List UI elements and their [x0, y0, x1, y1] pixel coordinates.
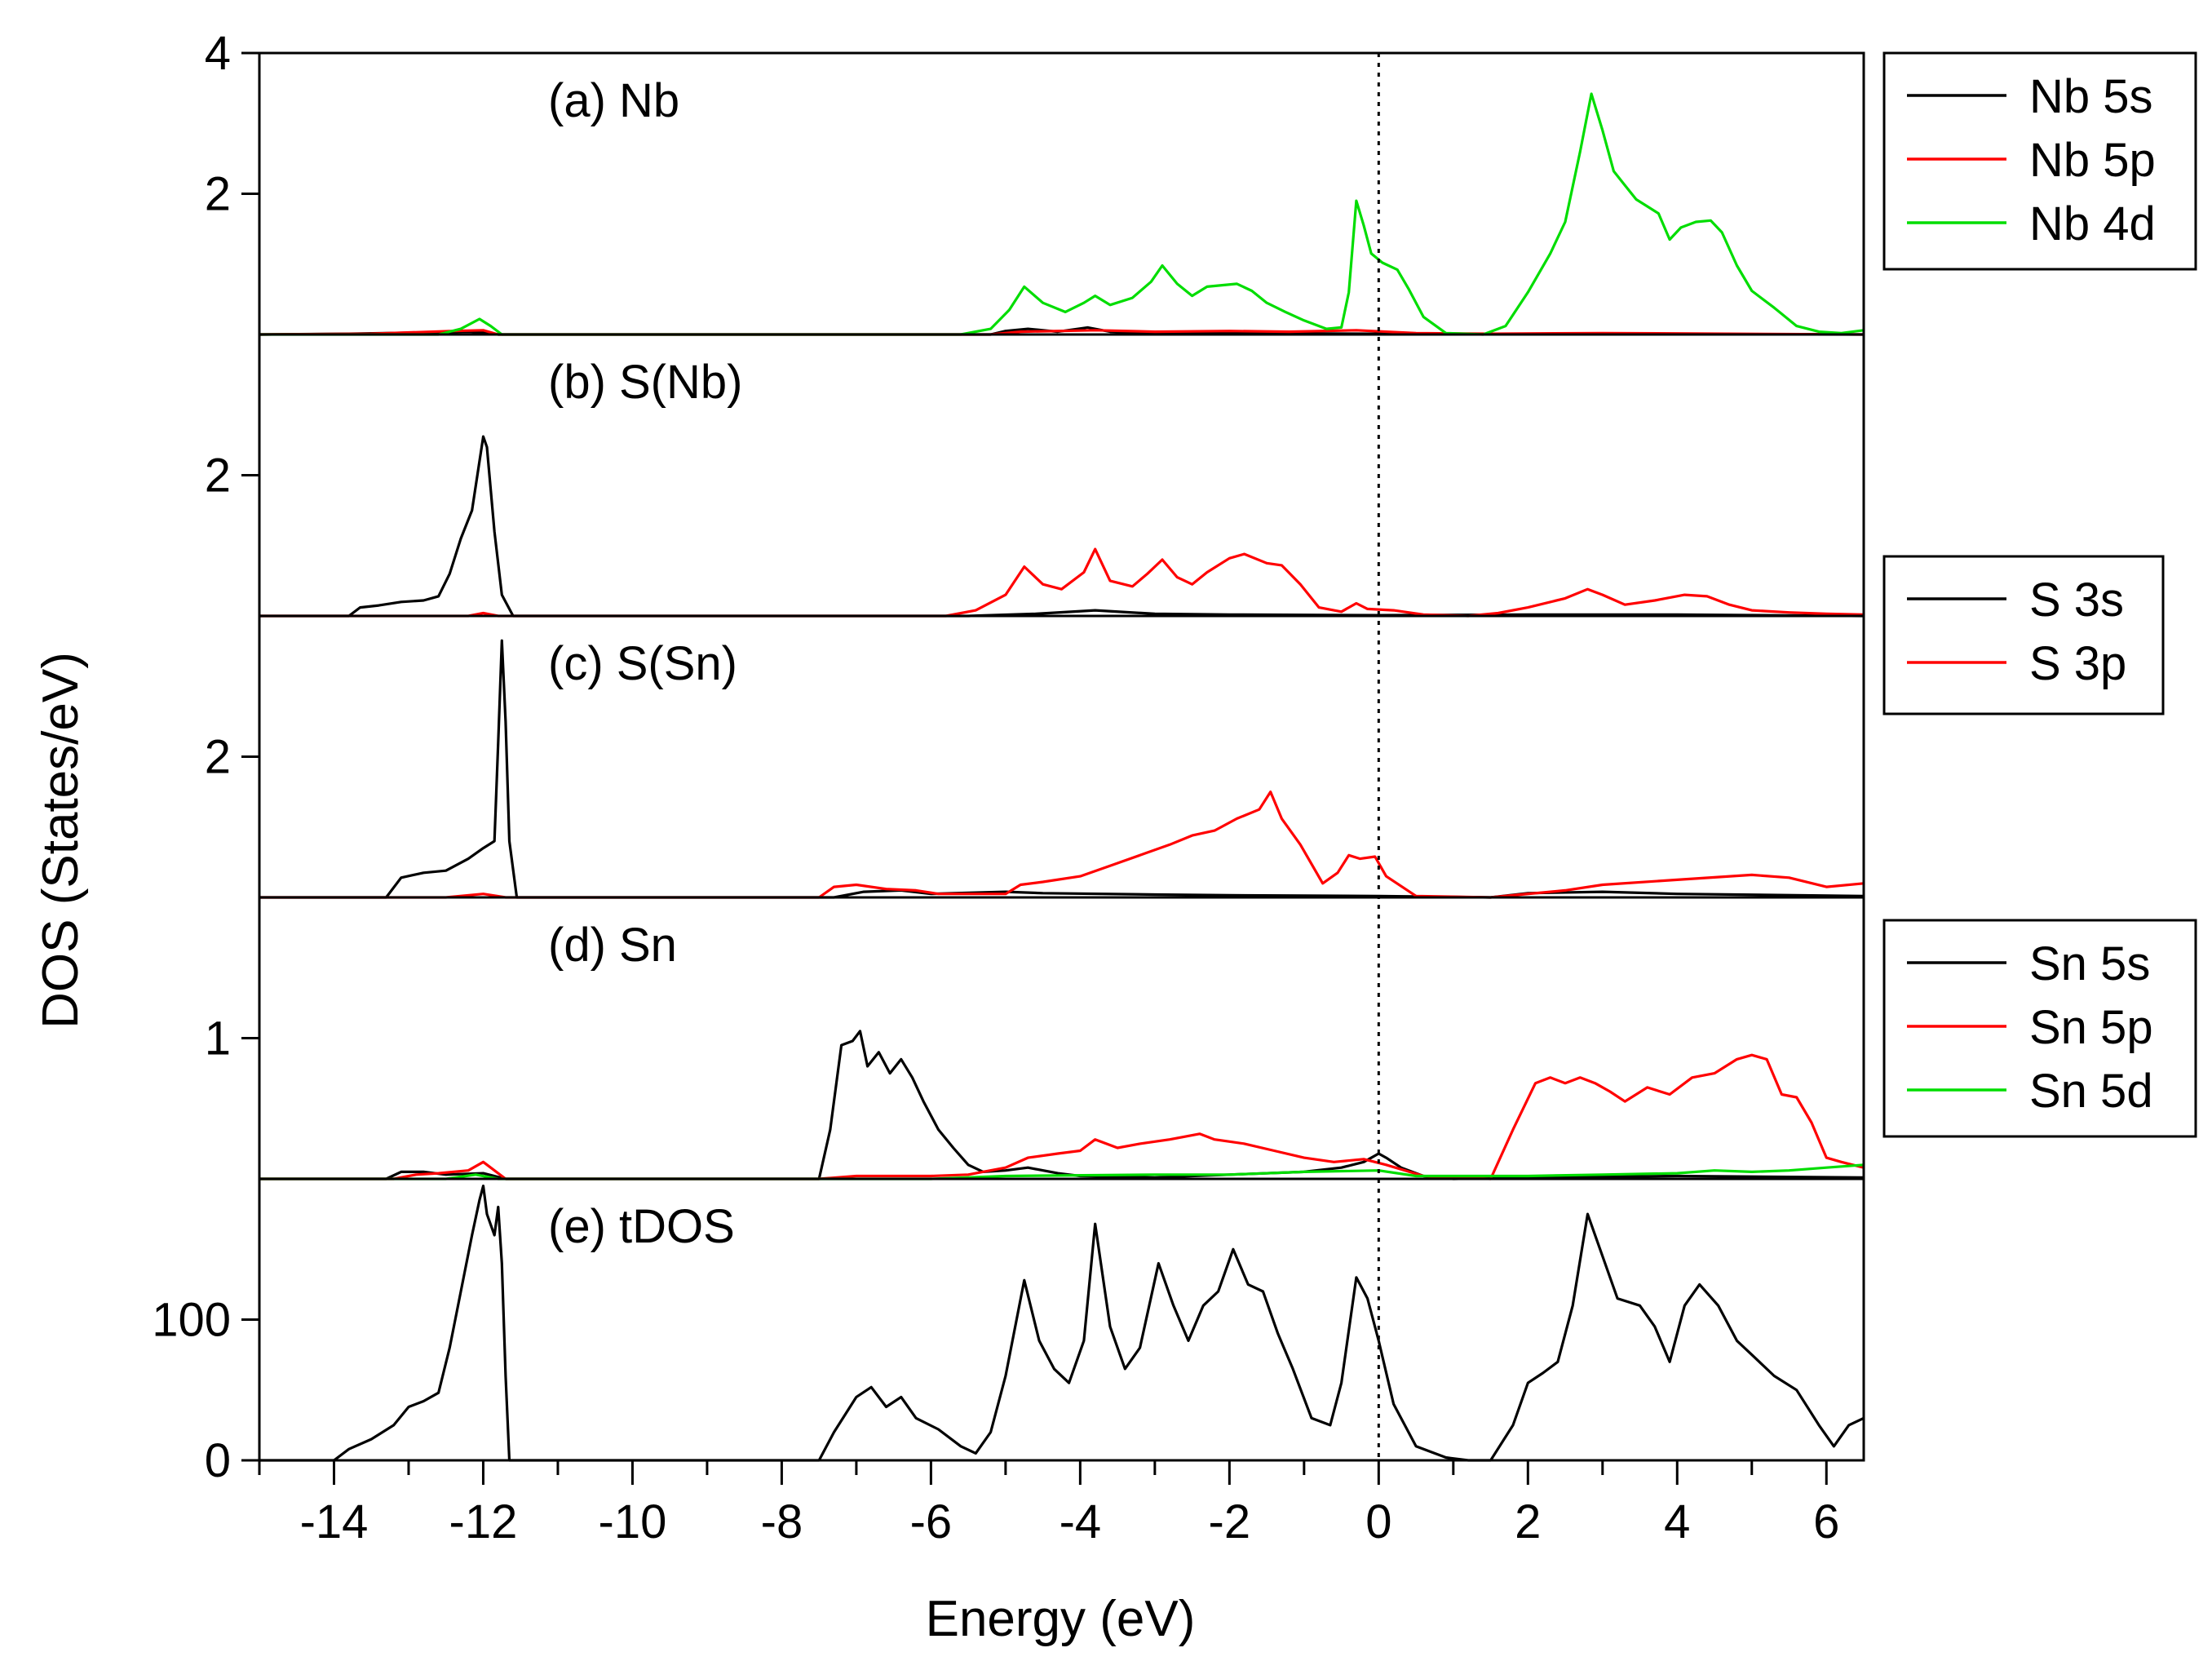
x-tick-label-m2: -2 [1209, 1495, 1251, 1548]
panel-label-d-sn: (d) Sn [548, 919, 677, 972]
y-tick-label-b-s-nb-2: 2 [205, 450, 231, 503]
x-tick-label-6: 6 [1813, 1495, 1839, 1548]
series-a-nb-nb-4d [259, 92, 1865, 336]
y-tick-label-a-nb-2: 2 [205, 168, 231, 221]
axes: 2 4 (a) Nb 2 (b) S(Nb) 2 (c) S(Sn) 1 (d) Sn 0 100 (… [152, 27, 1865, 1548]
plot-area [259, 92, 1865, 1462]
legend-label-sn-5p: Sn 5p [2029, 1001, 2153, 1054]
series-e-tdos-tdos [259, 1185, 1865, 1462]
legend-label-s-3p: S 3p [2029, 637, 2126, 690]
x-tick-label-m8: -8 [761, 1495, 803, 1548]
y-tick-label-a-nb-4: 4 [205, 27, 231, 80]
panel-frame-d-sn [258, 896, 1865, 1181]
x-tick-label-m14: -14 [300, 1495, 369, 1548]
legend-label-nb-4d: Nb 4d [2029, 197, 2156, 250]
y-tick-label-e-tdos-0: 0 [205, 1434, 231, 1487]
x-tick-label-m6: -6 [910, 1495, 953, 1548]
panel-label-b-s-nb: (b) S(Nb) [548, 356, 742, 409]
x-tick-label-m12: -12 [449, 1495, 518, 1548]
legend-box-d-sn [1882, 919, 2197, 1138]
series-c-s-sn-s-3s [259, 639, 1865, 899]
panel-label-e-tdos: (e) tDOS [548, 1200, 735, 1253]
legend-box-b-s-nb [1882, 555, 2165, 715]
series-b-s-nb-s-3s [259, 435, 1865, 618]
x-tick-label-m10: -10 [599, 1495, 667, 1548]
panel-label-a-nb: (a) Nb [548, 74, 679, 127]
x-tick-label-m4: -4 [1060, 1495, 1102, 1548]
series-b-s-nb-s-3p [259, 547, 1865, 618]
x-axis-title: Energy (eV) [926, 1591, 1196, 1647]
legend-box-a-nb [1882, 51, 2197, 271]
series-c-s-sn-s-3p [259, 791, 1865, 899]
legend-label-sn-5d: Sn 5d [2029, 1065, 2153, 1118]
legend-label-s-3s: S 3s [2029, 574, 2124, 627]
y-tick-label-d-sn-1: 1 [205, 1012, 231, 1065]
series-d-sn-sn-5s [259, 1030, 1865, 1181]
panel-label-c-s-sn: (c) S(Sn) [548, 637, 737, 690]
x-tick-label-4: 4 [1664, 1495, 1690, 1548]
y-tick-label-c-s-sn-2: 2 [205, 731, 231, 784]
panel-frame-a-nb [258, 51, 1865, 336]
legend-label-nb-5p: Nb 5p [2029, 134, 2156, 187]
legends: Nb 5s Nb 5p Nb 4d S 3s S 3p Sn 5s Sn 5p Sn 5d [1882, 51, 2197, 1138]
x-tick-label-2: 2 [1515, 1495, 1541, 1548]
x-tick-label-0: 0 [1365, 1495, 1391, 1548]
legend-label-nb-5s: Nb 5s [2029, 70, 2153, 123]
series-d-sn-sn-5p [259, 1053, 1865, 1181]
y-axis-title: DOS (States/eV) [33, 652, 89, 1029]
y-tick-label-e-tdos-100: 100 [152, 1294, 231, 1347]
legend-label-sn-5s: Sn 5s [2029, 937, 2150, 990]
